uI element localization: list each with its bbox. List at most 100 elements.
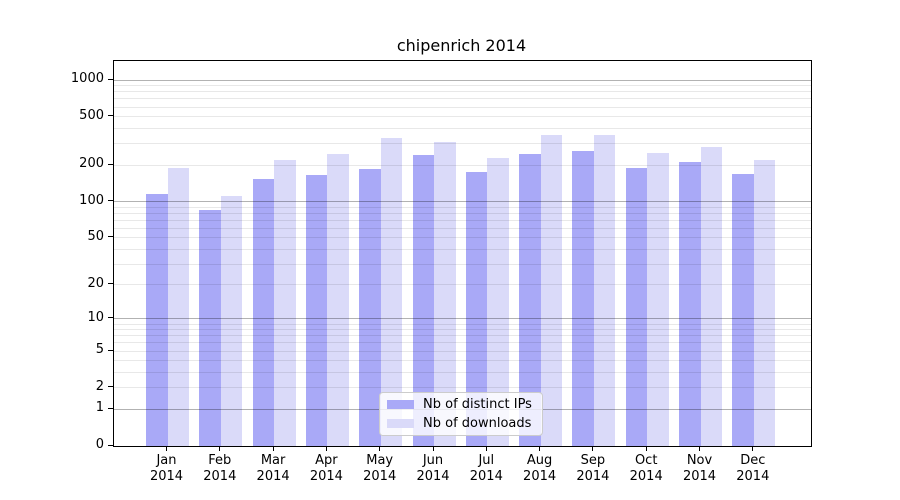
gridline-minor <box>114 237 811 239</box>
bar-feb-downloads <box>220 196 243 446</box>
legend: Nb of distinct IPs Nb of downloads <box>379 392 543 436</box>
y-tick-label: 200 <box>79 156 104 172</box>
y-tick-mark <box>108 444 113 446</box>
x-tick-label: Nov 2014 <box>682 453 717 484</box>
y-tick-mark <box>108 236 113 238</box>
x-tick-mark <box>432 446 434 451</box>
bar-jul-distinct-ips <box>465 171 488 446</box>
y-tick-label: 2 <box>95 378 104 394</box>
bar-oct-downloads <box>647 152 669 446</box>
bar-dec-distinct-ips <box>732 173 754 446</box>
legend-item-distinct-ips: Nb of distinct IPs <box>380 397 542 412</box>
gridline-minor <box>114 164 811 166</box>
bar-aug-distinct-ips <box>519 154 541 446</box>
x-tick-label: Aug 2014 <box>523 453 557 484</box>
x-tick-mark <box>539 446 541 451</box>
x-tick-label: Jan 2014 <box>149 453 184 484</box>
bar-sep-distinct-ips <box>572 151 594 446</box>
bar-feb-distinct-ips <box>199 210 221 446</box>
y-tick-label: 1 <box>95 400 104 416</box>
gridline-minor <box>114 329 811 331</box>
bar-jun-distinct-ips <box>412 154 434 446</box>
bar-jun-downloads <box>434 141 456 446</box>
gridline-minor <box>114 85 811 87</box>
gridline-minor <box>114 219 811 221</box>
bar-aug-downloads <box>540 135 563 446</box>
legend-label-downloads: Nb of downloads <box>423 416 532 431</box>
gridline-minor <box>114 360 811 362</box>
bar-jan-downloads <box>167 168 189 446</box>
x-tick-mark <box>272 446 274 451</box>
x-tick-mark <box>699 446 700 451</box>
bar-mar-distinct-ips <box>252 178 275 446</box>
legend-swatch-distinct-ips-icon <box>387 400 414 409</box>
gridline-minor <box>114 350 811 352</box>
bar-nov-distinct-ips <box>679 162 701 446</box>
y-tick-mark <box>108 407 113 409</box>
x-tick-label: Dec 2014 <box>736 453 770 484</box>
x-tick-mark <box>219 446 221 451</box>
gridline-minor <box>114 227 811 229</box>
x-tick-label: Oct 2014 <box>629 453 663 484</box>
gridline-minor <box>114 342 811 344</box>
y-tick-label: 50 <box>87 228 104 244</box>
bar-may-distinct-ips <box>359 169 381 446</box>
x-tick-label: Feb 2014 <box>203 453 237 484</box>
bar-mar-downloads <box>274 160 296 446</box>
gridline-minor <box>114 206 811 208</box>
y-tick-mark <box>108 78 113 80</box>
gridline-minor <box>114 98 811 100</box>
y-tick-label: 0 <box>95 437 104 452</box>
bar-nov-downloads <box>700 146 722 446</box>
bar-dec-downloads <box>753 159 776 446</box>
gridline-minor <box>114 143 811 145</box>
y-tick-mark <box>108 349 113 351</box>
gridline-minor <box>114 106 811 108</box>
gridline-major <box>114 201 811 203</box>
legend-item-downloads: Nb of downloads <box>380 416 542 431</box>
chart-title: chipenrich 2014 <box>396 36 527 55</box>
gridline-minor <box>114 127 811 129</box>
x-tick-mark <box>645 446 647 451</box>
x-tick-mark <box>166 446 167 451</box>
y-tick-label: 500 <box>79 107 104 123</box>
x-tick-mark <box>592 446 594 451</box>
y-tick-label: 1000 <box>70 71 104 87</box>
x-tick-label: May 2014 <box>363 453 397 484</box>
x-tick-mark <box>325 446 327 451</box>
gridline-minor <box>114 387 811 389</box>
x-tick-mark <box>379 446 381 451</box>
y-tick-label: 10 <box>87 309 104 325</box>
y-tick-mark <box>108 115 113 117</box>
bar-jan-distinct-ips <box>146 194 168 446</box>
y-tick-mark <box>108 386 113 388</box>
gridline-major <box>114 79 811 81</box>
y-tick-label: 100 <box>79 192 104 208</box>
gridline-minor <box>114 335 811 337</box>
bar-oct-distinct-ips <box>625 167 648 446</box>
x-tick-label: Sep 2014 <box>576 453 610 484</box>
gridline-minor <box>114 116 811 118</box>
bar-apr-distinct-ips <box>305 174 328 446</box>
legend-label-distinct-ips: Nb of distinct IPs <box>423 397 532 412</box>
gridline-minor <box>114 248 811 250</box>
gridline-minor <box>114 263 811 265</box>
y-tick-mark <box>108 200 113 202</box>
gridline-minor <box>114 212 811 214</box>
y-tick-mark <box>108 317 113 319</box>
plot-area: Nb of distinct IPs Nb of downloads <box>113 60 812 447</box>
y-tick-mark <box>108 163 113 165</box>
x-tick-label: Mar 2014 <box>256 453 290 484</box>
bar-may-downloads <box>380 138 403 446</box>
gridline-minor <box>114 91 811 93</box>
gridline-major <box>114 318 811 320</box>
x-tick-mark <box>752 446 754 451</box>
x-tick-mark <box>485 446 487 451</box>
legend-swatch-downloads-icon <box>387 419 414 428</box>
y-tick-mark <box>108 283 113 285</box>
x-tick-label: Jun 2014 <box>416 453 450 484</box>
x-tick-label: Jul 2014 <box>469 453 503 484</box>
y-tick-label: 5 <box>95 342 104 358</box>
bar-sep-downloads <box>593 134 616 446</box>
